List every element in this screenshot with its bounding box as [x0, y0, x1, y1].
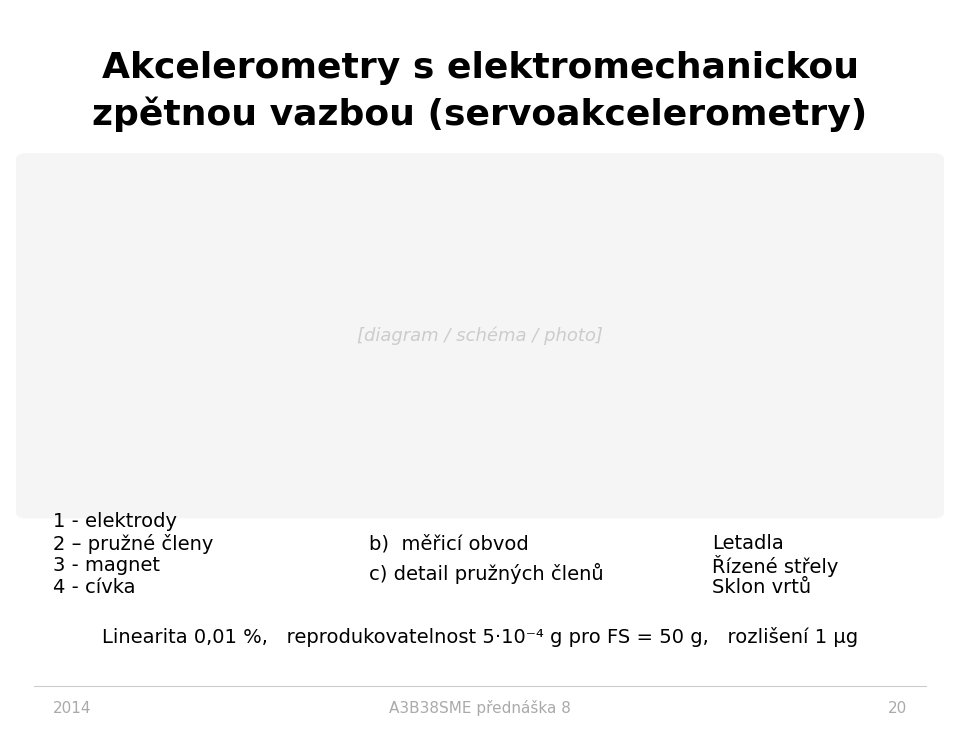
Text: [diagram / schéma / photo]: [diagram / schéma / photo] [357, 326, 603, 345]
Text: 20: 20 [888, 701, 907, 715]
Text: c) detail pružných členů: c) detail pružných členů [369, 563, 603, 583]
Text: Letadla: Letadla [712, 534, 784, 553]
Text: Řízené střely: Řízené střely [712, 555, 839, 577]
Text: 2 – pružné členy: 2 – pružné členy [53, 534, 213, 554]
Text: Akcelerometry s elektromechanickou
zpětnou vazbou (servoakcelerometry): Akcelerometry s elektromechanickou zpětn… [92, 51, 868, 132]
Text: 2014: 2014 [53, 701, 91, 715]
Text: b)  měřicí obvod: b) měřicí obvod [369, 534, 528, 553]
Text: 4 - cívka: 4 - cívka [53, 578, 135, 597]
Text: A3B38SME přednáška 8: A3B38SME přednáška 8 [389, 700, 571, 716]
Text: Linearita 0,01 %,   reprodukovatelnost 5·10⁻⁴ g pro FS = 50 g,   rozlišení 1 μg: Linearita 0,01 %, reprodukovatelnost 5·1… [102, 626, 858, 647]
Text: 3 - magnet: 3 - magnet [53, 556, 159, 575]
Text: 1 - elektrody: 1 - elektrody [53, 512, 177, 531]
FancyBboxPatch shape [15, 153, 945, 518]
Text: Sklon vrtů: Sklon vrtů [712, 578, 811, 597]
